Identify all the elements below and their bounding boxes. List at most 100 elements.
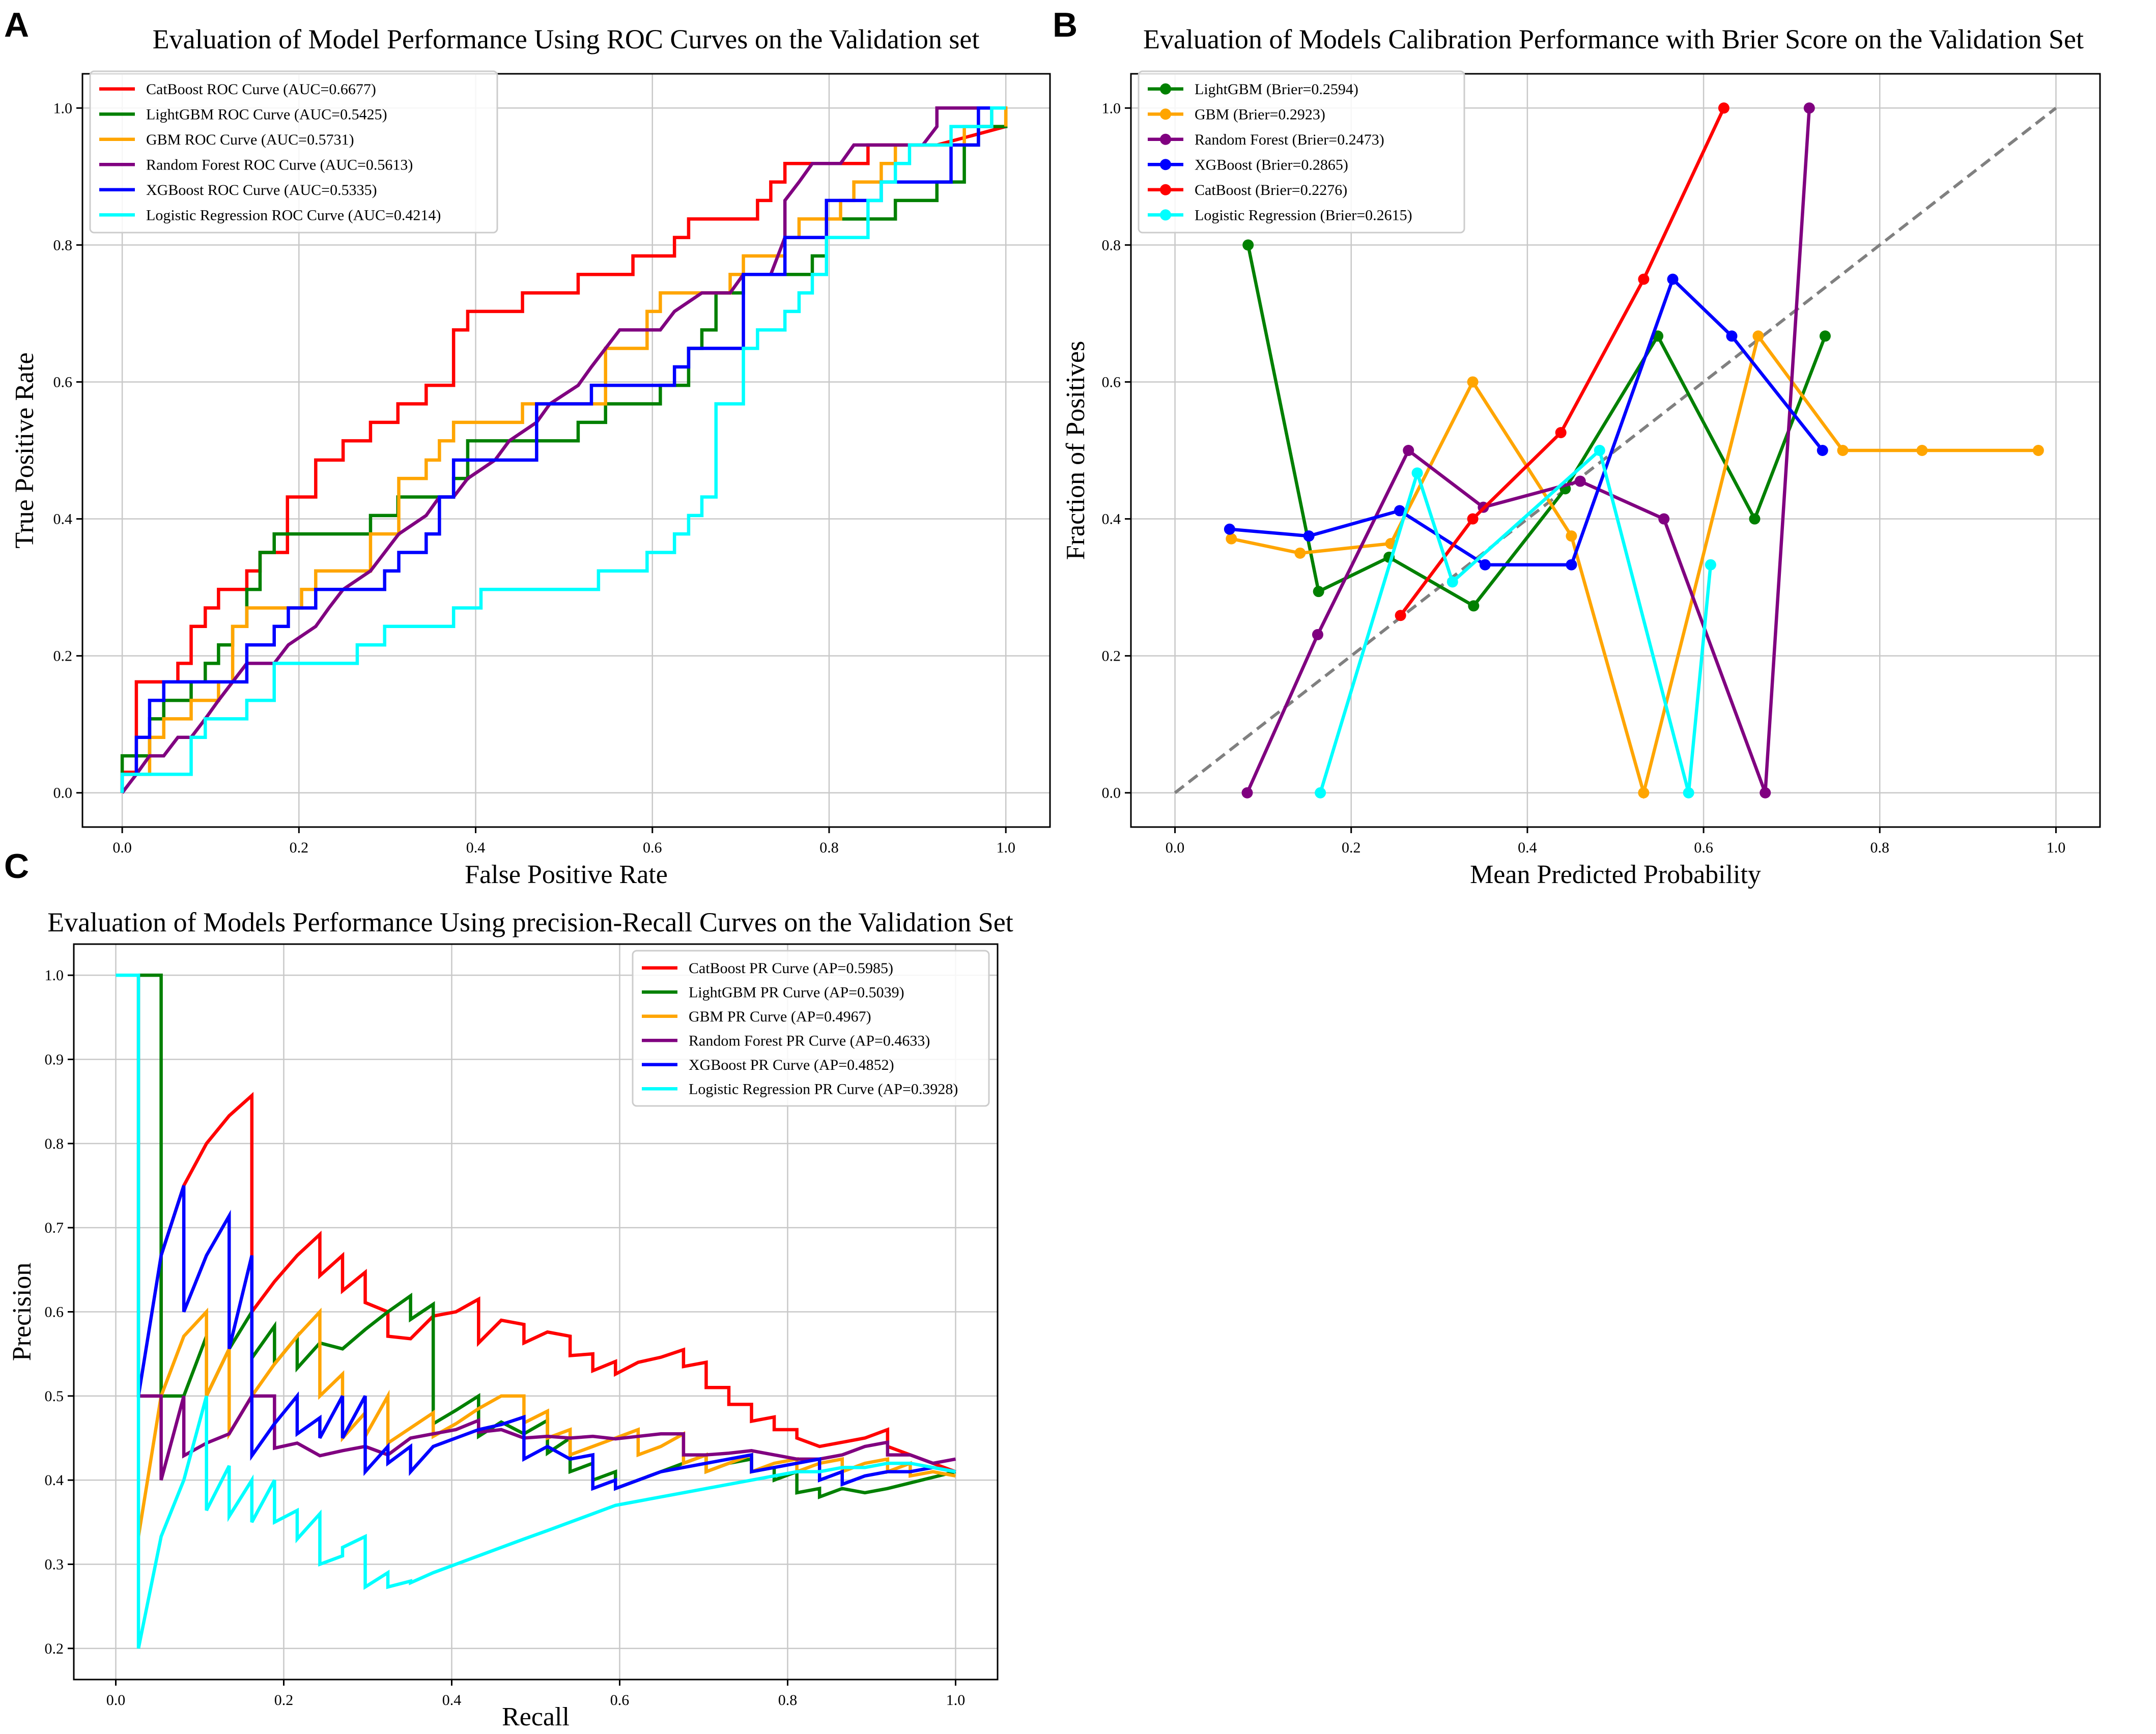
reference-diagonal-line [1174,106,2057,794]
legend-entry-label: CatBoost PR Curve (AP=0.5985) [689,960,893,977]
series-line-c-0 [136,975,956,1473]
series-line-c-4 [136,1185,956,1491]
series-marker-b-2 [1658,513,1670,525]
legend-entry-label: GBM ROC Curve (AUC=0.5731) [146,131,354,148]
legend-b: LightGBM (Brier=0.2594) GBM (Brier=0.2923… [1138,70,1465,234]
legend-entry-label: Random Forest (Brier=0.2473) [1195,131,1384,148]
x-tick-label: 0.4 [1518,839,1537,856]
legend-entry-label: LightGBM ROC Curve (AUC=0.5425) [146,106,387,123]
series-marker-b-3 [1566,559,1577,571]
series-marker-b-0 [1313,586,1324,598]
legend-entry-label: LightGBM PR Curve (AP=0.5039) [689,984,904,1001]
y-tick-label: 0.7 [45,1219,64,1236]
series-line-c-3 [138,1394,956,1481]
series-marker-b-1 [1916,445,1928,456]
y-tick-label: 0.2 [53,648,73,665]
y-tick-label: 0.9 [45,1051,64,1068]
series-marker-b-5 [1705,559,1716,571]
x-tick-label: 1.0 [996,839,1015,856]
chart-title-c: Evaluation of Models Performance Using p… [47,907,1013,937]
x-axis-label-c: Recall [502,1702,570,1731]
legend-marker [1160,83,1171,95]
y-tick-label: 0.3 [45,1556,64,1573]
series-marker-b-2 [1312,629,1323,640]
series-marker-b-4 [1555,427,1567,439]
series-line-a-3 [121,106,1006,794]
y-tick-label: 0.4 [1102,511,1121,528]
x-axis-label-b: Mean Predicted Probability [1470,860,1761,889]
legend-entry-label: Random Forest ROC Curve (AUC=0.5613) [146,156,413,173]
y-tick-label: 0.8 [1102,237,1121,253]
series-marker-b-5 [1446,576,1458,588]
y-tick-label: 0.4 [53,511,73,528]
x-tick-label: 0.8 [778,1692,798,1709]
x-tick-label: 0.0 [106,1692,126,1709]
y-axis-label-c: Precision [8,1263,37,1361]
legend-entry-label: Logistic Regression (Brier=0.2615) [1195,207,1412,223]
y-tick-label: 0.8 [53,237,73,253]
legend-entry-label: CatBoost ROC Curve (AUC=0.6677) [146,81,376,98]
series-marker-b-1 [1638,787,1650,799]
series-line-b-3 [1229,276,1824,566]
series-marker-b-1 [1837,445,1849,456]
y-tick-label: 1.0 [53,100,73,117]
series-marker-b-0 [1242,239,1254,251]
series-marker-b-5 [1594,445,1605,456]
series-line-a-0 [120,125,1007,793]
legend-entry-label: CatBoost (Brier=0.2276) [1195,182,1347,198]
y-tick-label: 0.5 [45,1388,64,1405]
series-marker-b-1 [1294,547,1306,559]
series-line-b-5 [1319,447,1713,793]
series-marker-b-3 [1224,523,1235,535]
series-marker-b-2 [1403,445,1414,456]
x-tick-label: 0.4 [442,1692,462,1709]
x-tick-label: 0.6 [643,839,662,856]
y-tick-label: 0.8 [45,1135,64,1152]
legend-entry-label: Random Forest PR Curve (AP=0.4633) [689,1032,930,1049]
series-line-b-0 [1246,244,1827,608]
legend-entry-label: XGBoost PR Curve (AP=0.4852) [689,1057,894,1073]
y-tick-label: 1.0 [1102,100,1121,117]
series-marker-b-4 [1638,273,1650,285]
plot-frame-a [81,73,1051,828]
series-marker-b-0 [1819,330,1831,342]
series-marker-b-2 [1574,475,1586,487]
x-tick-label: 1.0 [946,1692,966,1709]
y-tick-label: 0.6 [53,374,73,390]
x-tick-label: 0.0 [1166,839,1185,856]
legend-box [632,950,990,1107]
legend-marker [1160,184,1171,195]
y-tick-label: 0.6 [45,1304,64,1321]
series-line-c-1 [138,973,956,1499]
x-tick-label: 0.4 [466,839,486,856]
legend-marker [1160,108,1171,120]
series-marker-b-4 [1718,102,1729,114]
series-marker-b-5 [1315,787,1326,799]
legend-entry-label: XGBoost ROC Curve (AUC=0.5335) [146,182,377,198]
x-tick-label: 0.6 [610,1692,630,1709]
y-tick-label: 0.0 [53,785,73,802]
x-tick-label: 1.0 [2047,839,2066,856]
legend-marker [1160,133,1171,145]
legend-entry-label: GBM (Brier=0.2923) [1195,106,1325,123]
series-marker-b-1 [1566,530,1577,542]
y-axis-label-b: Fraction of Positives [1061,341,1090,560]
panel-letter-a: A [4,6,29,44]
legend-c: CatBoost PR Curve (AP=0.5985) LightGBM PR… [632,950,990,1107]
plot-frame-b [1130,73,2101,828]
y-tick-label: 0.2 [45,1640,64,1657]
series-marker-b-3 [1394,505,1405,517]
series-line-b-2 [1245,108,1811,794]
legend-box [89,70,498,234]
x-tick-label: 0.8 [1870,839,1890,856]
series-line-a-1 [120,108,1008,793]
y-axis-label-a: True Positive Rate [10,352,39,548]
x-tick-label: 0.2 [274,1692,294,1709]
series-marker-b-5 [1411,467,1423,479]
legend-marker [1160,159,1171,170]
series-marker-b-3 [1726,330,1738,342]
panel-letter-c: C [4,847,29,886]
y-tick-label: 0.4 [45,1472,64,1489]
chart-title-b: Evaluation of Models Calibration Perform… [1143,24,2084,54]
series-marker-b-4 [1467,513,1479,525]
